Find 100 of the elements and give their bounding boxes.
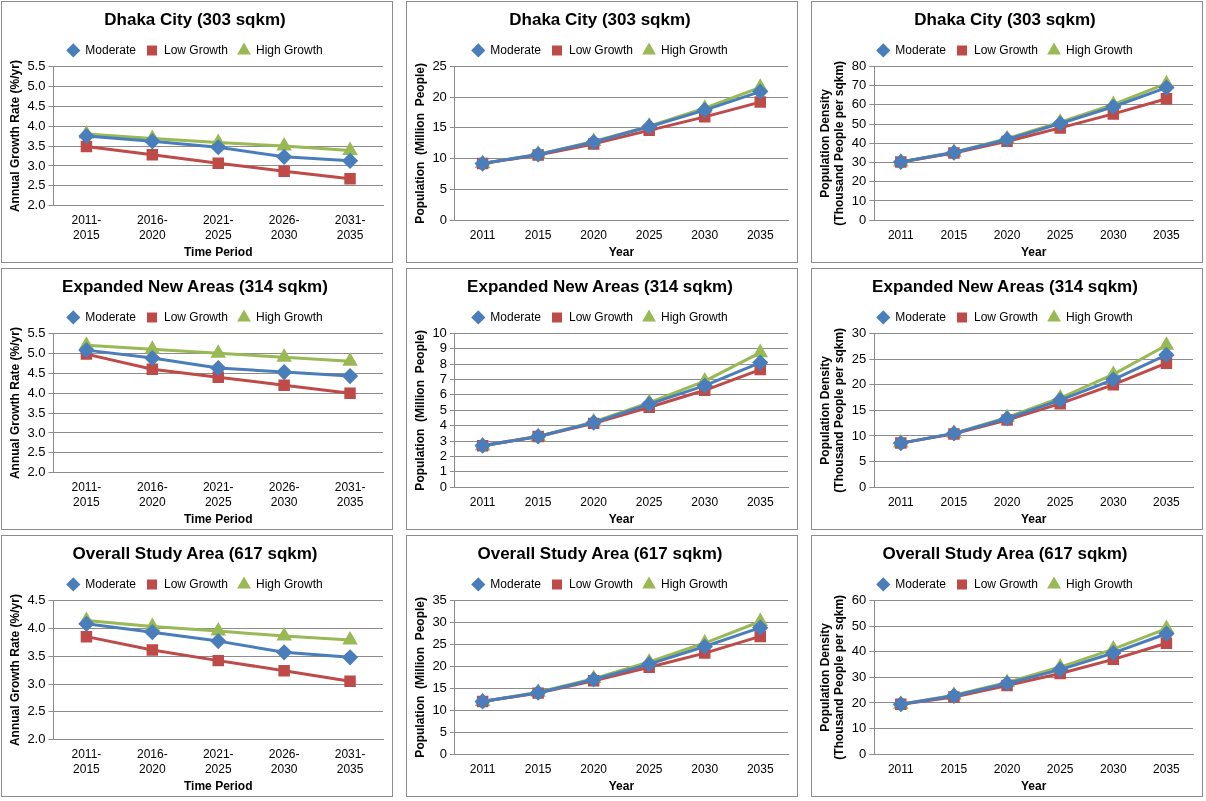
x-tick-label: 2020: [580, 761, 608, 776]
y-tick-label: 2.0: [27, 731, 46, 747]
y-tick-label: 2.5: [27, 444, 46, 460]
chart-title: Dhaka City (303 sqkm): [104, 9, 286, 29]
y-tick-label: 6: [439, 386, 447, 402]
y-tick-label: 10: [432, 324, 447, 340]
legend-label: Low Growth: [973, 576, 1039, 591]
x-tick-label: 2030: [691, 494, 719, 509]
x-tick-label: 2020: [580, 494, 608, 509]
y-tick-label: 30: [432, 613, 447, 629]
legend-label: Low Growth: [568, 576, 634, 591]
x-tick-label: 2025: [635, 227, 663, 242]
y-axis-title: Annual Growth Rate (%/yr): [7, 327, 22, 480]
x-axis-title: Year: [608, 779, 635, 794]
legend-label: Moderate: [490, 309, 542, 324]
y-tick-label: 5: [439, 181, 447, 197]
chart-title: Expanded New Areas (314 sqkm): [467, 276, 733, 296]
x-tick-label: 2011-2015: [71, 747, 102, 776]
legend-label: Moderate: [895, 576, 947, 591]
x-axis-title: Year: [1020, 779, 1047, 794]
y-tick-label: 15: [432, 119, 447, 135]
y-tick-label: 5: [439, 723, 447, 739]
y-tick-label: 50: [851, 115, 867, 131]
legend-label: Low Growth: [163, 309, 229, 324]
legend-label: High Growth: [256, 309, 323, 324]
x-axis-title: Time Period: [184, 245, 253, 260]
y-axis-title: Population (Million People): [412, 596, 427, 758]
x-tick-label: 2025: [635, 761, 663, 776]
x-tick-label: 2026-2030: [268, 213, 300, 242]
y-axis-title: Population Density (Thousand People per sqkm): [817, 327, 846, 493]
x-tick-label: 2030: [1099, 227, 1127, 242]
y-tick-label: 3.5: [27, 137, 46, 153]
y-tick-label: 20: [432, 657, 447, 673]
y-axis-title: Population (Million People): [412, 62, 427, 224]
legend-label: Moderate: [490, 42, 542, 57]
y-tick-label: 5.5: [27, 324, 46, 340]
y-tick-label: 3.5: [27, 647, 46, 663]
legend-label: High Growth: [661, 576, 728, 591]
y-tick-label: 0: [439, 478, 447, 494]
y-tick-label: 15: [851, 401, 867, 417]
x-tick-label: 2030: [1099, 494, 1127, 509]
x-tick-label: 2011-2015: [71, 213, 102, 242]
y-tick-label: 2: [439, 448, 447, 464]
x-tick-label: 2016-2020: [136, 480, 168, 509]
chart-title: Overall Study Area (617 sqkm): [882, 543, 1128, 563]
x-tick-label: 2015: [524, 227, 552, 242]
legend-label: Moderate: [895, 42, 947, 57]
legend-label: Moderate: [85, 42, 137, 57]
y-tick-label: 3.5: [27, 404, 46, 420]
x-tick-label: 2011: [887, 761, 915, 776]
legend-label: High Growth: [256, 576, 323, 591]
y-tick-label: 0: [439, 211, 447, 227]
y-tick-label: 4.0: [27, 384, 46, 400]
x-axis-title: Year: [608, 512, 635, 527]
x-tick-label: 2015: [524, 494, 552, 509]
y-tick-label: 4.5: [27, 364, 46, 380]
x-tick-label: 2021-2025: [202, 480, 234, 509]
x-tick-label: 2011-2015: [71, 480, 102, 509]
x-tick-label: 2025: [1046, 761, 1074, 776]
y-axis-title: Population (Million People): [412, 329, 427, 491]
y-tick-label: 0: [859, 745, 867, 761]
legend-label: High Growth: [1066, 576, 1133, 591]
x-tick-label: 2035: [746, 761, 774, 776]
legend-label: Moderate: [490, 576, 542, 591]
x-tick-label: 2015: [940, 227, 968, 242]
x-tick-label: 2011: [887, 494, 915, 509]
x-tick-label: 2035: [746, 494, 774, 509]
x-tick-label: 2021-2025: [202, 213, 234, 242]
y-tick-label: 3.0: [27, 424, 46, 440]
x-tick-label: 2025: [1046, 494, 1074, 509]
y-tick-label: 60: [851, 96, 867, 112]
x-tick-label: 2031-2035: [334, 480, 366, 509]
y-tick-label: 60: [851, 591, 867, 607]
y-tick-label: 5.5: [27, 57, 46, 73]
x-tick-label: 2025: [635, 494, 663, 509]
y-tick-label: 4.0: [27, 619, 46, 635]
x-tick-label: 2035: [1153, 227, 1181, 242]
y-tick-label: 20: [851, 173, 867, 189]
y-tick-label: 4.5: [27, 97, 46, 113]
y-axis-title: Annual Growth Rate (%/yr): [7, 594, 22, 747]
y-tick-label: 0: [859, 478, 867, 494]
y-tick-label: 9: [439, 340, 447, 356]
x-tick-label: 2015: [940, 761, 968, 776]
legend-label: Moderate: [895, 309, 947, 324]
y-tick-label: 10: [851, 720, 867, 736]
y-tick-label: 5: [439, 401, 447, 417]
y-tick-label: 30: [851, 324, 867, 340]
chart-title: Expanded New Areas (314 sqkm): [62, 276, 328, 296]
legend-label: High Growth: [256, 42, 323, 57]
y-tick-label: 30: [851, 154, 867, 170]
x-tick-label: 2021-2025: [202, 747, 234, 776]
chart-title: Overall Study Area (617 sqkm): [477, 543, 723, 563]
x-tick-label: 2025: [1046, 227, 1074, 242]
chart-title: Overall Study Area (617 sqkm): [72, 543, 318, 563]
x-tick-label: 2035: [1153, 761, 1181, 776]
x-tick-label: 2020: [993, 227, 1021, 242]
x-tick-label: 2015: [940, 494, 968, 509]
x-tick-label: 2030: [691, 227, 719, 242]
y-tick-label: 20: [432, 88, 447, 104]
y-tick-label: 3: [439, 432, 447, 448]
